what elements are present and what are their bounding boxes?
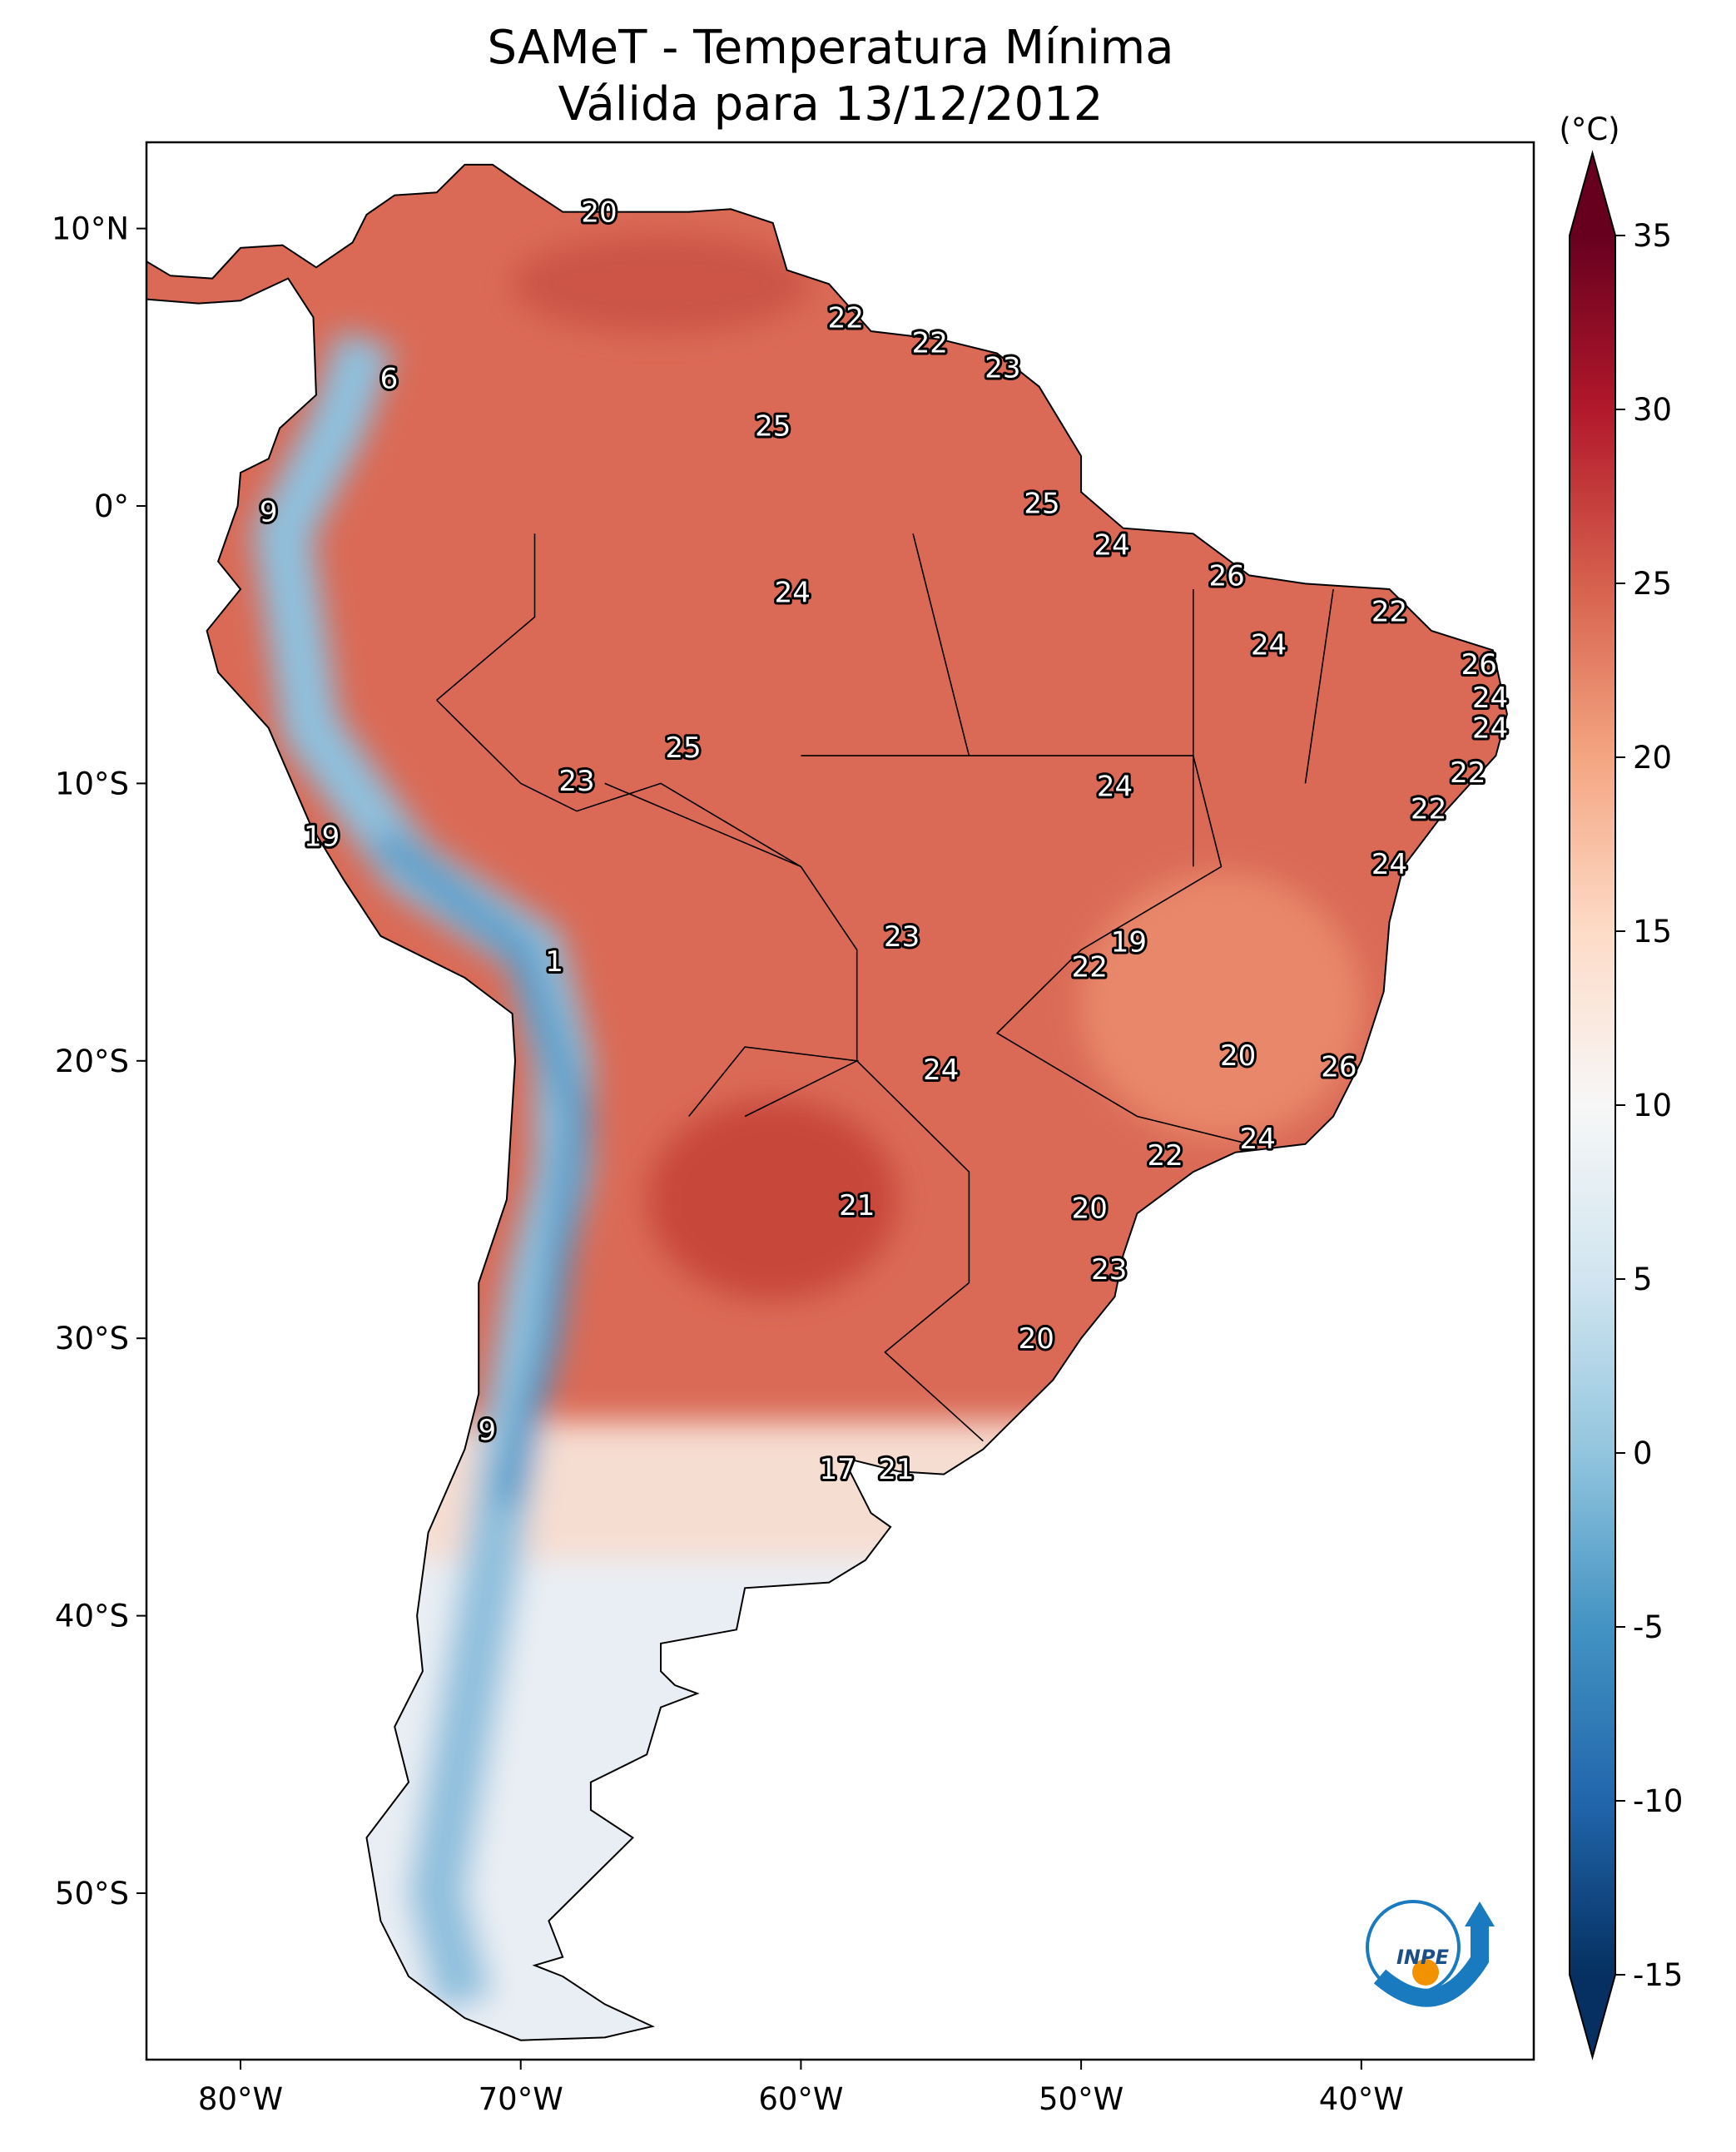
colorbar-extend-max <box>1570 153 1615 236</box>
station-label: 24 <box>1097 771 1133 804</box>
station-label: 17 <box>820 1453 856 1486</box>
station-label: 23 <box>884 920 920 954</box>
colorbar: (°C) 35 30 25 20 15 10 5 0 -5 -10 -15 <box>1559 112 1683 2060</box>
station-label: 24 <box>1240 1123 1276 1156</box>
station-label: 24 <box>1472 682 1508 715</box>
cool-region-south <box>241 1421 1082 2040</box>
colorbar-tick-label: 20 <box>1633 740 1672 776</box>
station-label: 26 <box>1461 648 1497 682</box>
station-label: 26 <box>1321 1050 1357 1083</box>
colorbar-tick-label: 5 <box>1633 1262 1653 1297</box>
border-line <box>604 782 984 1442</box>
colorbar-tick-label: -10 <box>1633 1783 1683 1819</box>
station-label: 24 <box>1251 629 1287 662</box>
andes-cold-band <box>252 330 593 2011</box>
colorbar-tick-label: -15 <box>1633 1957 1683 1993</box>
station-label: 24 <box>775 576 811 609</box>
lat-tick-label: 50°S <box>55 1876 129 1912</box>
station-label: 22 <box>828 301 864 335</box>
lon-tick-label: 80°W <box>198 2081 283 2117</box>
station-label: 6 <box>380 363 399 396</box>
station-label: 22 <box>1411 792 1446 826</box>
station-label: 25 <box>665 731 701 765</box>
station-label: 22 <box>1072 950 1108 984</box>
station-label: 26 <box>1209 559 1245 593</box>
colorbar-extend-min <box>1570 1975 1615 2057</box>
station-label: 20 <box>1019 1322 1054 1356</box>
coastline <box>146 163 1508 2041</box>
station-label: 19 <box>304 821 340 854</box>
warm-core-chaco <box>647 1099 898 1300</box>
colorbar-tick-label: 30 <box>1633 392 1672 428</box>
lat-tick-label: 20°S <box>55 1044 129 1079</box>
station-label: 24 <box>1094 529 1130 563</box>
border-line <box>1304 588 1334 784</box>
cool-region-patagonia <box>241 1559 941 2040</box>
station-label: 9 <box>478 1414 496 1447</box>
station-label: 20 <box>1220 1039 1256 1073</box>
station-label: 21 <box>878 1453 914 1486</box>
svg-text:INPE: INPE <box>1396 1946 1450 1969</box>
border-line <box>436 699 801 868</box>
chart-title-line2: Válida para 13/12/2012 <box>558 77 1104 131</box>
mild-region-southeast <box>1079 872 1363 1139</box>
colorbar-tick-label: 0 <box>1633 1435 1653 1471</box>
station-label: 24 <box>1371 848 1407 881</box>
lon-tick-label: 50°W <box>1039 2081 1123 2117</box>
station-label: 22 <box>1147 1139 1183 1173</box>
border-line <box>436 533 536 702</box>
colorbar-tick-label: 25 <box>1633 566 1672 602</box>
warm-core-venezuela <box>511 234 811 335</box>
andes-coldest-band <box>373 829 590 1508</box>
lon-tick-label: 60°W <box>758 2081 843 2117</box>
station-label: 22 <box>1371 596 1407 629</box>
station-label: 1 <box>545 945 563 979</box>
lat-tick-label: 40°S <box>55 1599 129 1634</box>
colorbar-tick-label: 35 <box>1633 218 1672 254</box>
lon-tick-label: 40°W <box>1319 2081 1404 2117</box>
border-line <box>688 1046 860 1118</box>
station-label: 25 <box>1024 488 1059 521</box>
station-label: 24 <box>923 1054 959 1087</box>
chart-title-line1: SAMeT - Temperatura Mínima <box>487 21 1174 75</box>
station-label: 22 <box>912 326 948 359</box>
station-label: 21 <box>839 1189 875 1222</box>
station-label: 23 <box>558 765 594 798</box>
colorbar-tick-label: -5 <box>1633 1609 1664 1645</box>
lat-tick-label: 10°N <box>52 211 129 247</box>
colorbar-tick-label: 15 <box>1633 914 1672 950</box>
state-borders <box>436 533 1334 1442</box>
inpe-logo: INPE <box>1366 1900 1495 2007</box>
map-frame <box>145 141 1535 2061</box>
station-label: 19 <box>1111 925 1147 959</box>
station-label: 24 <box>1472 712 1508 746</box>
lat-tick-label: 10°S <box>55 766 129 801</box>
station-label: 23 <box>1091 1253 1127 1287</box>
station-label: 22 <box>1450 756 1486 790</box>
station-label: 20 <box>1072 1193 1108 1226</box>
station-label: 25 <box>755 409 791 443</box>
station-label: 23 <box>985 351 1020 384</box>
lon-tick-label: 70°W <box>479 2081 563 2117</box>
colorbar-tick-label: 10 <box>1633 1088 1672 1123</box>
lat-tick-label: 30°S <box>55 1321 129 1356</box>
colorbar-unit: (°C) <box>1559 112 1619 147</box>
border-line <box>912 533 970 756</box>
station-label: 9 <box>260 496 278 529</box>
station-label: 20 <box>581 196 617 230</box>
logo-dot <box>1412 1959 1439 1986</box>
temperature-field <box>146 164 1507 2040</box>
lat-tick-label: 0° <box>94 488 129 524</box>
